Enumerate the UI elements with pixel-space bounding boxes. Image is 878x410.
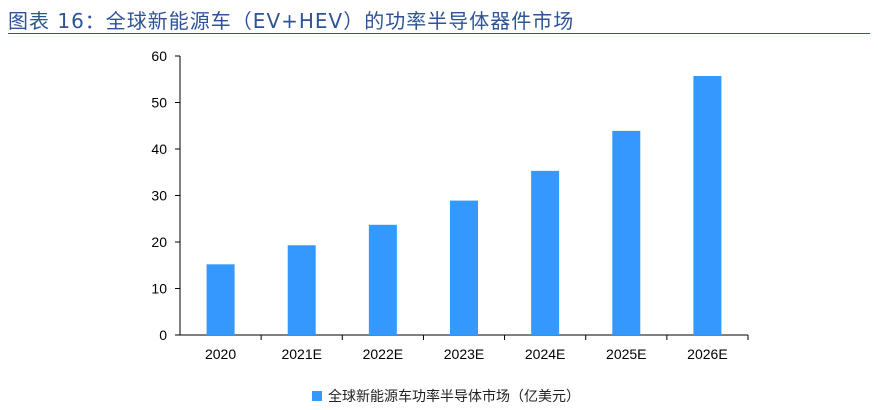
y-tick-label: 60	[151, 48, 167, 64]
x-axis: 2020 2021E 2022E 2023E 2024E 2025E 2026E	[180, 334, 749, 362]
bar-series	[206, 75, 722, 335]
y-tick-label: 20	[151, 234, 167, 250]
bar	[612, 130, 641, 335]
legend-label: 全球新能源车功率半导体市场（亿美元）	[328, 389, 580, 405]
y-tick-label: 50	[151, 95, 167, 111]
bar	[531, 170, 560, 335]
title-divider	[8, 33, 870, 34]
x-tick-label: 2024E	[525, 346, 565, 362]
x-tick-label: 2025E	[606, 346, 646, 362]
bar	[693, 75, 722, 335]
y-tick-label: 40	[151, 141, 167, 157]
y-axis: 0 10 20 30 40 50 60	[151, 48, 181, 343]
y-tick-label: 10	[151, 281, 167, 297]
y-tick-label: 0	[159, 327, 167, 343]
x-tick-label: 2022E	[363, 346, 403, 362]
bar	[450, 200, 478, 335]
y-tick-label: 30	[151, 188, 167, 204]
x-tick-label: 2020	[205, 346, 236, 362]
x-tick-label: 2021E	[281, 346, 321, 362]
x-tick-label: 2026E	[687, 346, 727, 362]
legend: 全球新能源车功率半导体市场（亿美元）	[312, 386, 580, 406]
bar	[287, 245, 316, 335]
legend-swatch	[312, 391, 322, 401]
bar	[368, 224, 397, 335]
x-tick-label: 2023E	[444, 346, 484, 362]
figure-title: 图表 16：全球新能源车（EV+HEV）的功率半导体器件市场	[8, 9, 575, 33]
figure-header: 图表 16：全球新能源车（EV+HEV）的功率半导体器件市场	[0, 0, 878, 36]
bar	[206, 264, 235, 335]
